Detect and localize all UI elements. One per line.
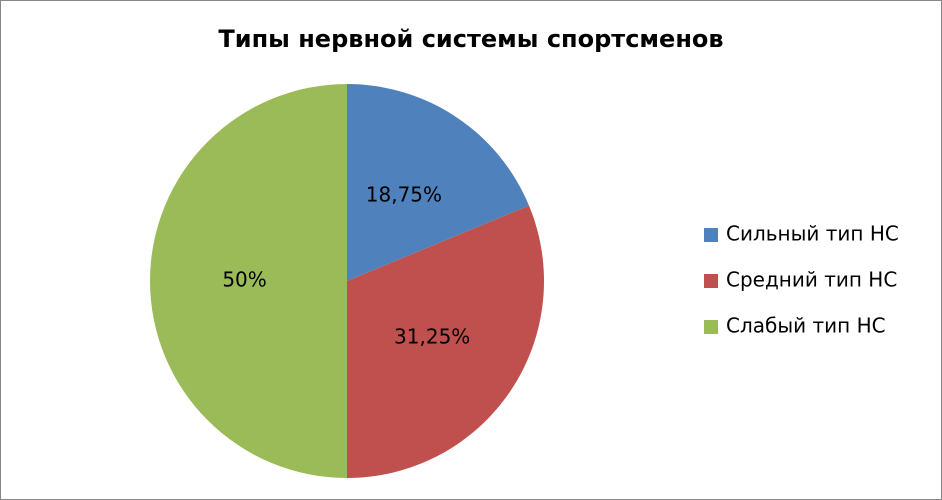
pie-slice <box>347 84 530 281</box>
legend-swatch <box>704 228 718 242</box>
chart-title: Типы нервной системы спортсменов <box>218 25 723 53</box>
data-label: 31,25% <box>394 324 470 348</box>
legend-label: Слабый тип НС <box>726 314 886 338</box>
data-label: 50% <box>222 268 266 292</box>
pie-slice <box>150 84 347 478</box>
data-label: 18,75% <box>366 182 442 206</box>
legend-label: Средний тип НС <box>726 268 897 292</box>
legend-label: Сильный тип НС <box>726 222 899 246</box>
legend-swatch <box>704 274 718 288</box>
pie-slice <box>347 205 544 478</box>
legend-swatch <box>704 320 718 334</box>
